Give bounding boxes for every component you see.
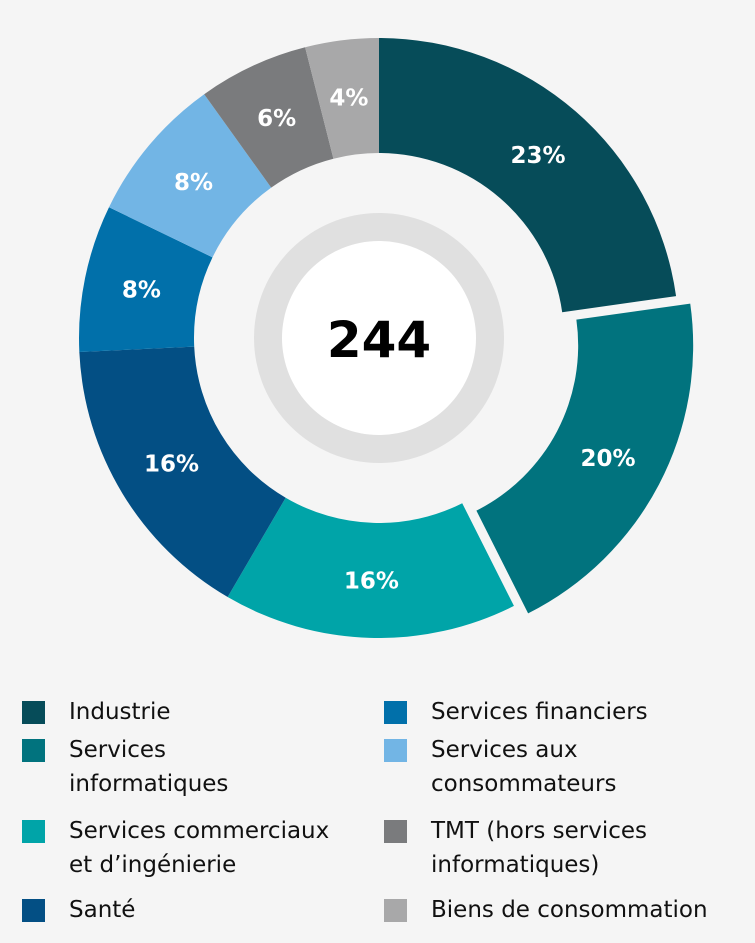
slice-labels: 23% 20% 16% 16% 8% 8% 6% 4% [122, 85, 636, 594]
legend-label: TMT (hors services informatiques) [431, 818, 647, 878]
legend-item-services-aux-consommateurs: Services aux consommateurs [384, 733, 616, 801]
donut-chart: 244 23% 20% 16% 16% 8% 8% 6% 4% [79, 38, 694, 638]
legend-label: Services financiers [431, 699, 648, 725]
legend-item-services-informatiques: Services informatiques [22, 733, 228, 801]
center-total: 244 [327, 311, 431, 369]
legend-item-services-financiers: Services financiers [384, 695, 648, 729]
slice-sante [79, 346, 286, 598]
slice-services-financiers [79, 207, 213, 352]
legend-swatch [22, 739, 45, 762]
legend-label: Services commerciaux et d’ingénierie [69, 818, 330, 878]
slice-services-commerciaux-et-d-ingenierie [227, 497, 514, 638]
legend-item-services-commerciaux-et-d-ingenierie: Services commerciaux et d’ingénierie [22, 814, 329, 882]
legend-label: Biens de consommation [431, 897, 708, 923]
legend-item-biens-de-consommation: Biens de consommation [384, 893, 708, 927]
slice-label-services-commerciaux-et-d-ingenierie: 16% [344, 568, 399, 594]
slice-label-services-informatiques: 20% [581, 446, 636, 472]
slice-label-services-financiers: 8% [122, 277, 161, 303]
legend-swatch [22, 820, 45, 843]
slice-biens-de-consommation [305, 38, 379, 159]
slice-services-informatiques [476, 303, 694, 614]
center-circle [282, 241, 476, 435]
slice-tmt-hors-services-informatiques [204, 47, 334, 188]
legend-item-sante: Santé [22, 893, 135, 927]
legend-item-tmt-hors-services-informatiques: TMT (hors services informatiques) [384, 814, 647, 882]
donut-slices [79, 38, 694, 638]
slice-label-tmt-hors-services-informatiques: 6% [257, 106, 296, 132]
legend-swatch [384, 820, 407, 843]
legend-swatch [384, 701, 407, 724]
legend-swatch [384, 899, 407, 922]
legend-label: Industrie [69, 699, 171, 725]
slice-services-aux-consommateurs [108, 94, 272, 258]
legend-item-industrie: Industrie [22, 695, 171, 729]
legend-label: Santé [69, 897, 136, 923]
slice-label-industrie: 23% [511, 143, 566, 169]
legend-label: Services aux consommateurs [431, 737, 617, 797]
slice-label-biens-de-consommation: 4% [329, 85, 368, 111]
legend-swatch [22, 899, 45, 922]
legend-label: Services informatiques [69, 737, 229, 797]
legend-swatch [22, 701, 45, 724]
slice-label-services-aux-consommateurs: 8% [174, 170, 213, 196]
slice-label-sante: 16% [144, 452, 199, 478]
slice-industrie [379, 38, 677, 313]
legend-swatch [384, 739, 407, 762]
